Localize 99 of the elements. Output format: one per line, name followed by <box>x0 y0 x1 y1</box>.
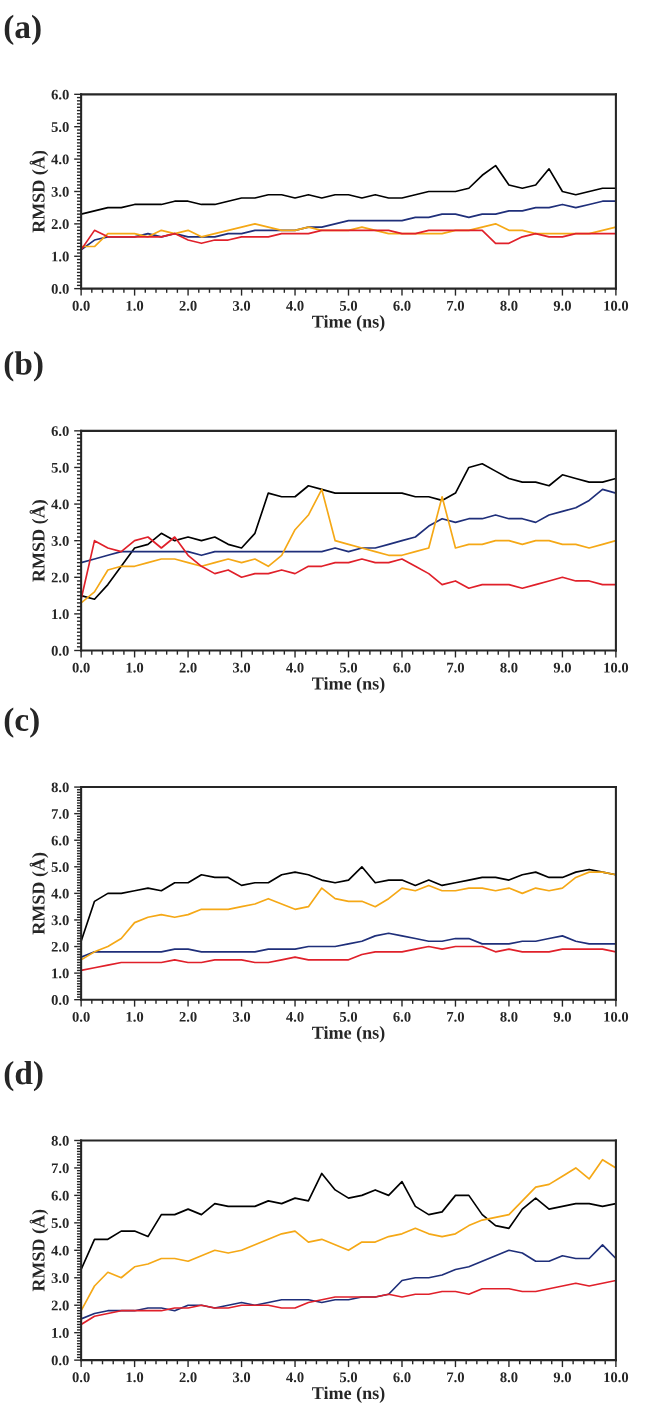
x-tick-label: 3.0 <box>232 662 251 673</box>
y-tick-label: 4.0 <box>51 154 69 165</box>
y-tick-label: 3.0 <box>51 536 69 546</box>
chart-title: (d) <box>4 1060 43 1092</box>
x-tick-label: 4.0 <box>286 1011 304 1022</box>
y-tick-label: 8.0 <box>51 782 69 793</box>
line-series <box>81 462 616 601</box>
x-tick-label: 0.0 <box>72 1011 90 1022</box>
y-axis-title: RMSD (Å) <box>29 150 49 233</box>
line-series <box>81 164 616 215</box>
y-axis-title: RMSD (Å) <box>29 1209 49 1292</box>
x-tick-label: 6.0 <box>393 300 411 311</box>
line-series <box>81 488 616 604</box>
y-tick-label: 2.0 <box>51 941 69 952</box>
chart-title: (c) <box>4 707 39 738</box>
y-tick-label: 3.0 <box>51 915 69 926</box>
x-tick-label: 7.0 <box>447 1372 465 1383</box>
y-tick-label: 2.0 <box>51 1300 69 1311</box>
y-tick-label: 1.0 <box>52 1328 69 1338</box>
x-tick-label: 8.0 <box>500 662 518 673</box>
y-tick-label: 5.0 <box>51 122 69 132</box>
x-tick-label: 10.0 <box>604 662 629 673</box>
x-tick-label: 6.0 <box>393 662 411 673</box>
x-tick-label: 3.0 <box>232 300 251 311</box>
x-tick-label: 2.0 <box>179 300 197 311</box>
x-axis-title: Time (ns) <box>312 315 385 332</box>
y-tick-label: 7.0 <box>51 1163 69 1174</box>
x-tick-label: 1.0 <box>126 300 144 311</box>
x-tick-label: 2.0 <box>179 662 197 673</box>
y-tick-label: 4.0 <box>51 499 69 510</box>
x-tick-label: 7.0 <box>447 1011 465 1022</box>
y-tick-label: 1.0 <box>52 609 69 620</box>
x-tick-label: 10.0 <box>604 1011 629 1022</box>
y-tick-label: 2.0 <box>51 219 69 230</box>
x-tick-label: 1.0 <box>126 1372 144 1383</box>
y-axis-title: RMSD (Å) <box>29 500 49 582</box>
line-series <box>81 871 616 961</box>
y-tick-label: 1.0 <box>52 251 69 262</box>
line-series <box>81 1279 616 1326</box>
x-tick-label: 10.0 <box>604 1372 629 1383</box>
x-tick-label: 9.0 <box>553 662 571 673</box>
y-tick-label: 7.0 <box>51 809 69 819</box>
line-series <box>81 945 616 972</box>
x-tick-label: 4.0 <box>286 1372 304 1383</box>
y-tick-label: 6.0 <box>51 1190 69 1201</box>
x-axis-title: Time (ns) <box>312 676 385 694</box>
x-tick-label: 3.0 <box>232 1011 251 1022</box>
y-tick-label: 2.0 <box>51 572 69 583</box>
x-tick-label: 7.0 <box>447 300 465 311</box>
x-axis-title: Time (ns) <box>312 1026 385 1043</box>
line-series <box>81 488 616 564</box>
x-tick-label: 9.0 <box>553 300 571 311</box>
x-tick-label: 1.0 <box>126 662 144 673</box>
y-tick-label: 8.0 <box>51 1135 69 1146</box>
x-tick-label: 6.0 <box>393 1372 411 1383</box>
x-tick-label: 10.0 <box>604 300 629 311</box>
y-axis-title: RMSD (Å) <box>29 852 49 935</box>
y-tick-label: 0.0 <box>51 1355 69 1366</box>
x-axis-title: Time (ns) <box>312 1386 385 1403</box>
y-tick-label: 1.0 <box>52 968 69 979</box>
x-tick-label: 0.0 <box>72 300 90 311</box>
y-tick-label: 6.0 <box>51 426 69 437</box>
x-tick-label: 9.0 <box>553 1372 571 1383</box>
x-tick-label: 5.0 <box>339 300 358 311</box>
x-tick-label: 0.0 <box>72 662 90 673</box>
y-tick-label: 5.0 <box>51 462 69 473</box>
chart-title: (b) <box>4 351 43 382</box>
line-series <box>81 1172 616 1271</box>
line-series <box>81 932 616 958</box>
line-series <box>81 229 616 251</box>
y-tick-label: 3.0 <box>51 186 69 197</box>
y-tick-label: 6.0 <box>51 89 69 100</box>
x-tick-label: 8.0 <box>500 1011 518 1022</box>
x-tick-label: 9.0 <box>553 1011 571 1022</box>
y-tick-label: 0.0 <box>51 645 69 656</box>
x-tick-label: 3.0 <box>232 1372 251 1383</box>
x-tick-label: 5.0 <box>339 662 358 673</box>
x-tick-label: 4.0 <box>286 300 304 311</box>
x-tick-label: 5.0 <box>339 1011 358 1022</box>
x-tick-label: 2.0 <box>179 1372 197 1383</box>
y-tick-label: 0.0 <box>51 284 69 294</box>
x-tick-label: 2.0 <box>179 1011 197 1022</box>
y-tick-label: 0.0 <box>51 995 69 1005</box>
y-tick-label: 5.0 <box>51 862 69 873</box>
x-tick-label: 7.0 <box>447 662 465 673</box>
y-tick-label: 4.0 <box>51 1245 69 1256</box>
chart-title: (a) <box>4 14 41 46</box>
x-tick-label: 8.0 <box>500 300 518 311</box>
x-tick-label: 8.0 <box>500 1372 518 1383</box>
y-tick-label: 3.0 <box>51 1273 69 1284</box>
y-tick-label: 5.0 <box>51 1218 69 1229</box>
y-tick-label: 4.0 <box>51 888 69 899</box>
x-tick-label: 1.0 <box>126 1011 144 1022</box>
x-tick-label: 4.0 <box>286 662 304 673</box>
line-series <box>81 1158 616 1312</box>
x-tick-label: 0.0 <box>72 1372 90 1383</box>
x-tick-label: 6.0 <box>393 1011 411 1022</box>
y-tick-label: 6.0 <box>51 835 69 846</box>
x-tick-label: 5.0 <box>339 1372 358 1383</box>
